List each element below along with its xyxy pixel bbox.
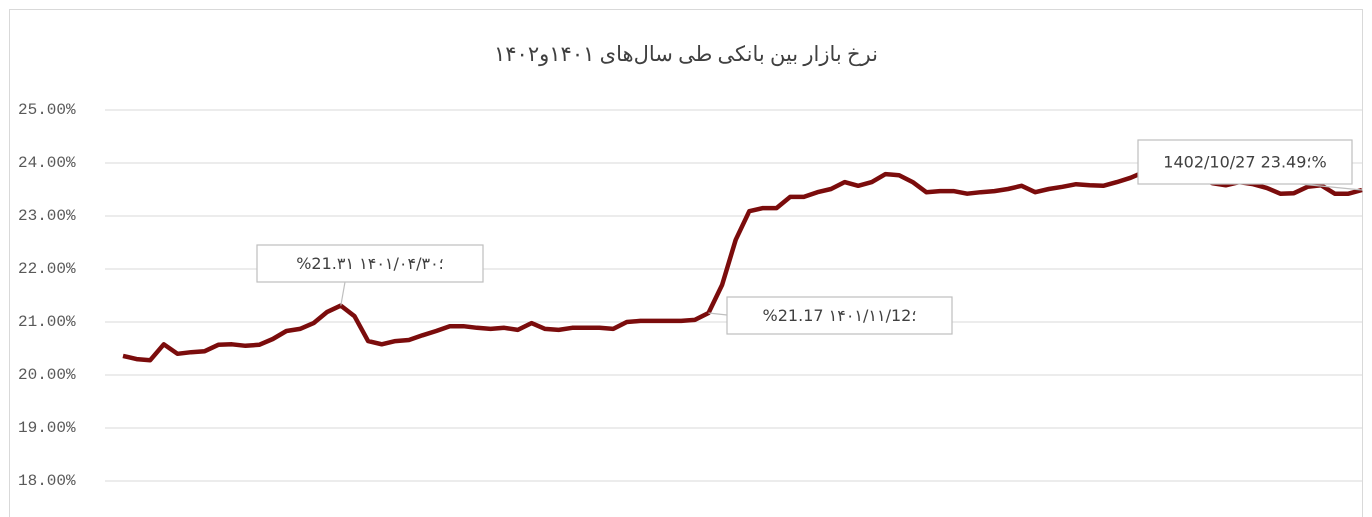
annotation-pointer <box>1299 183 1363 191</box>
annotation-box <box>726 296 953 335</box>
annotation-box <box>1137 139 1353 185</box>
annotation-label: %21.17 ؛۱۴۰۱/۱۱/12 <box>763 306 917 325</box>
y-tick-label: 22.00% <box>18 260 76 278</box>
y-tick-label: 23.00% <box>18 207 76 225</box>
annotation-pointer <box>708 312 728 316</box>
annotation-label: %21.۳۱ ؛۱۴۰۱/۰۴/۳۰ <box>296 254 444 273</box>
annotation-box <box>256 244 484 283</box>
chart-title: نرخ بازار بین بانکی طی سال‌های ۱۴۰۱و۱۴۰۲ <box>494 42 878 67</box>
y-tick-label: 25.00% <box>18 101 76 119</box>
annotation-pointer <box>340 281 346 306</box>
annotation-label: 1402/10/27 ؛23.49% <box>1163 153 1326 172</box>
y-tick-label: 18.00% <box>18 472 76 490</box>
y-tick-label: 19.00% <box>18 419 76 437</box>
y-tick-label: 24.00% <box>18 154 76 172</box>
chart-frame <box>9 9 1363 517</box>
y-tick-label: 21.00% <box>18 313 76 331</box>
y-tick-label: 20.00% <box>18 366 76 384</box>
